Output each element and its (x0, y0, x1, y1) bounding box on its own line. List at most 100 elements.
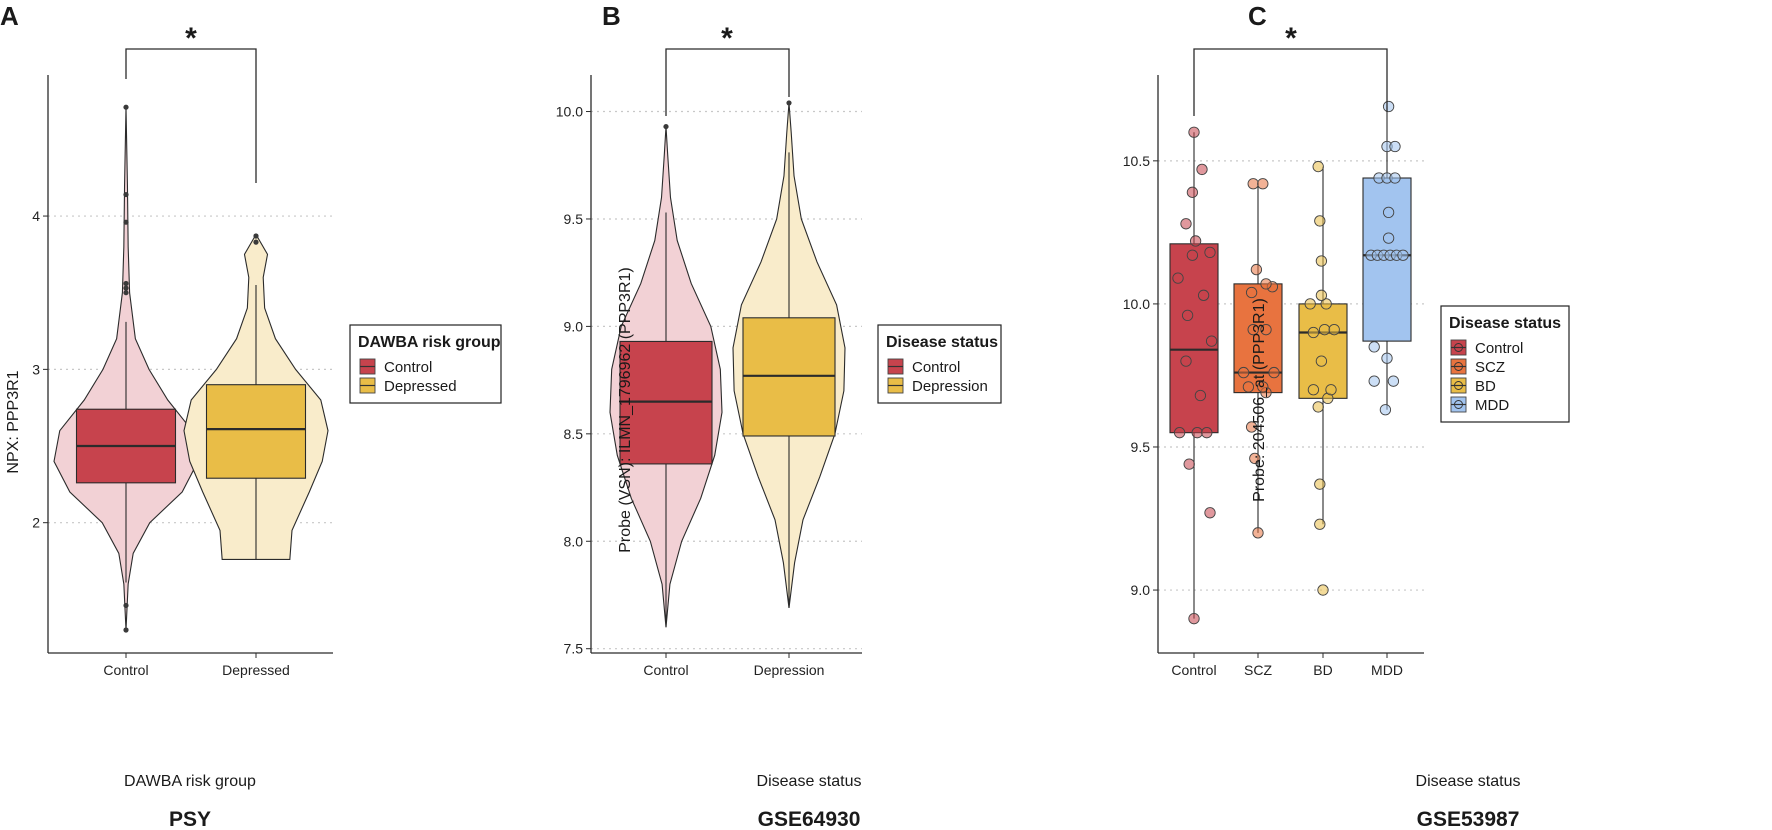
data-point (1204, 246, 1216, 259)
data-point (1247, 324, 1259, 336)
data-point (1180, 355, 1192, 367)
panel-a: A 2 3 4 Control Depressed * DAWBA risk group Co… (0, 1, 502, 830)
data-point (1194, 389, 1207, 402)
legend-title: DAWBA risk group (358, 334, 501, 351)
y-tick-label: 3 (32, 361, 40, 377)
data-point (1173, 427, 1186, 439)
x-tick-label: SCZ (1244, 662, 1272, 678)
panel-b-title: GSE64930 (758, 808, 861, 830)
data-point (1201, 427, 1213, 439)
y-tick-label: 10.5 (1123, 153, 1150, 169)
panel-b-plot: 7.5 8.0 8.5 9.0 9.5 10.0 Control Depression * Dis… (556, 22, 1002, 678)
data-point (1368, 375, 1380, 387)
y-tick-label: 9.5 (564, 211, 584, 227)
data-point (1382, 206, 1395, 218)
panel-c-x-axis-title: Disease status (1416, 773, 1521, 790)
data-point (1191, 427, 1203, 439)
data-point (1312, 401, 1324, 413)
panel-letter-b: B (602, 1, 621, 31)
outlier-point (786, 100, 792, 106)
data-point (1314, 518, 1326, 530)
legend-label-control: Control (1475, 340, 1523, 357)
panel-a-plot: 2 3 4 Control Depressed * DAWBA risk group Cont… (32, 22, 502, 678)
significance-bracket (665, 48, 790, 116)
data-point (1318, 324, 1331, 336)
legend-key-point (1454, 400, 1463, 409)
data-point (1389, 172, 1401, 184)
data-point (1387, 375, 1400, 387)
y-tick-label: 9.0 (564, 318, 584, 334)
data-point (1188, 126, 1200, 138)
y-tick-label: 9.5 (1131, 439, 1151, 455)
panel-a-y-axis-title: NPX: PPP3R1 (5, 370, 22, 473)
data-point (1181, 309, 1194, 322)
data-point (1268, 366, 1280, 379)
outlier-point (123, 290, 129, 296)
legend-label-depression: Depression (912, 378, 988, 395)
panel-c-plot: 9.0 9.5 10.0 10.5 Control SCZ BD MDD * Disease st… (1123, 22, 1570, 678)
x-tick-label: Control (1171, 662, 1216, 678)
legend-label-control: Control (912, 359, 960, 376)
data-point (1379, 404, 1392, 416)
box-bd (1298, 303, 1348, 399)
data-point (1188, 613, 1200, 625)
data-point (1312, 160, 1324, 173)
outlier-point (253, 233, 259, 239)
data-point (1368, 341, 1380, 353)
data-point (1307, 384, 1320, 396)
data-point (1314, 215, 1326, 227)
data-point (1249, 452, 1261, 465)
y-tick-label: 10.0 (1123, 296, 1150, 312)
data-point (1186, 249, 1199, 261)
panel-b: B 7.5 8.0 8.5 9.0 9.5 10.0 Control Depression * D… (556, 1, 1002, 830)
data-point (1250, 263, 1263, 276)
outlier-point (123, 285, 129, 291)
panel-c-title: GSE53987 (1417, 808, 1520, 830)
data-point (1314, 478, 1326, 490)
data-point (1172, 272, 1184, 284)
data-point (1245, 286, 1258, 299)
outlier-point (253, 239, 259, 245)
data-point (1315, 289, 1328, 301)
data-point (1317, 584, 1329, 596)
data-point (1257, 381, 1269, 393)
legend-key-point (1454, 362, 1463, 371)
data-point (1389, 140, 1401, 153)
data-point (1381, 352, 1393, 364)
legend: DAWBA risk group Control Depressed (349, 324, 502, 404)
legend-key-point (1454, 381, 1463, 390)
significance-star: * (185, 22, 197, 55)
outlier-point (123, 104, 129, 110)
data-point (1205, 335, 1218, 347)
x-tick-label: Depression (754, 662, 825, 678)
y-tick-label: 7.5 (564, 641, 584, 657)
data-point (1260, 278, 1272, 290)
panel-c: C 9.0 9.5 10.0 10.5 Control SCZ BD MDD * Disease … (1123, 1, 1570, 830)
legend-label-control: Control (384, 359, 432, 376)
outlier-point (123, 627, 129, 633)
x-tick-label: Control (103, 662, 148, 678)
data-point (1260, 324, 1272, 336)
data-point (1320, 298, 1332, 310)
data-point (1196, 163, 1208, 176)
legend-title: Disease status (1449, 315, 1561, 332)
panel-letter-a: A (0, 1, 19, 31)
y-tick-label: 2 (32, 515, 40, 531)
x-tick-label: Control (643, 662, 688, 678)
data-point (1197, 289, 1210, 301)
x-tick-label: BD (1313, 662, 1332, 678)
significance-bracket (1193, 48, 1388, 116)
legend-label-bd: BD (1475, 378, 1496, 395)
significance-star: * (1285, 22, 1297, 55)
panel-a-title: PSY (169, 808, 211, 830)
data-point (1237, 366, 1250, 379)
outlier-point (123, 219, 129, 225)
y-tick-label: 4 (32, 208, 40, 224)
data-point (1252, 527, 1264, 539)
data-point (1397, 249, 1409, 261)
significance-bracket (125, 48, 257, 183)
y-tick-label: 10.0 (556, 104, 583, 120)
legend-key-point (1454, 343, 1463, 352)
data-point (1257, 178, 1269, 190)
